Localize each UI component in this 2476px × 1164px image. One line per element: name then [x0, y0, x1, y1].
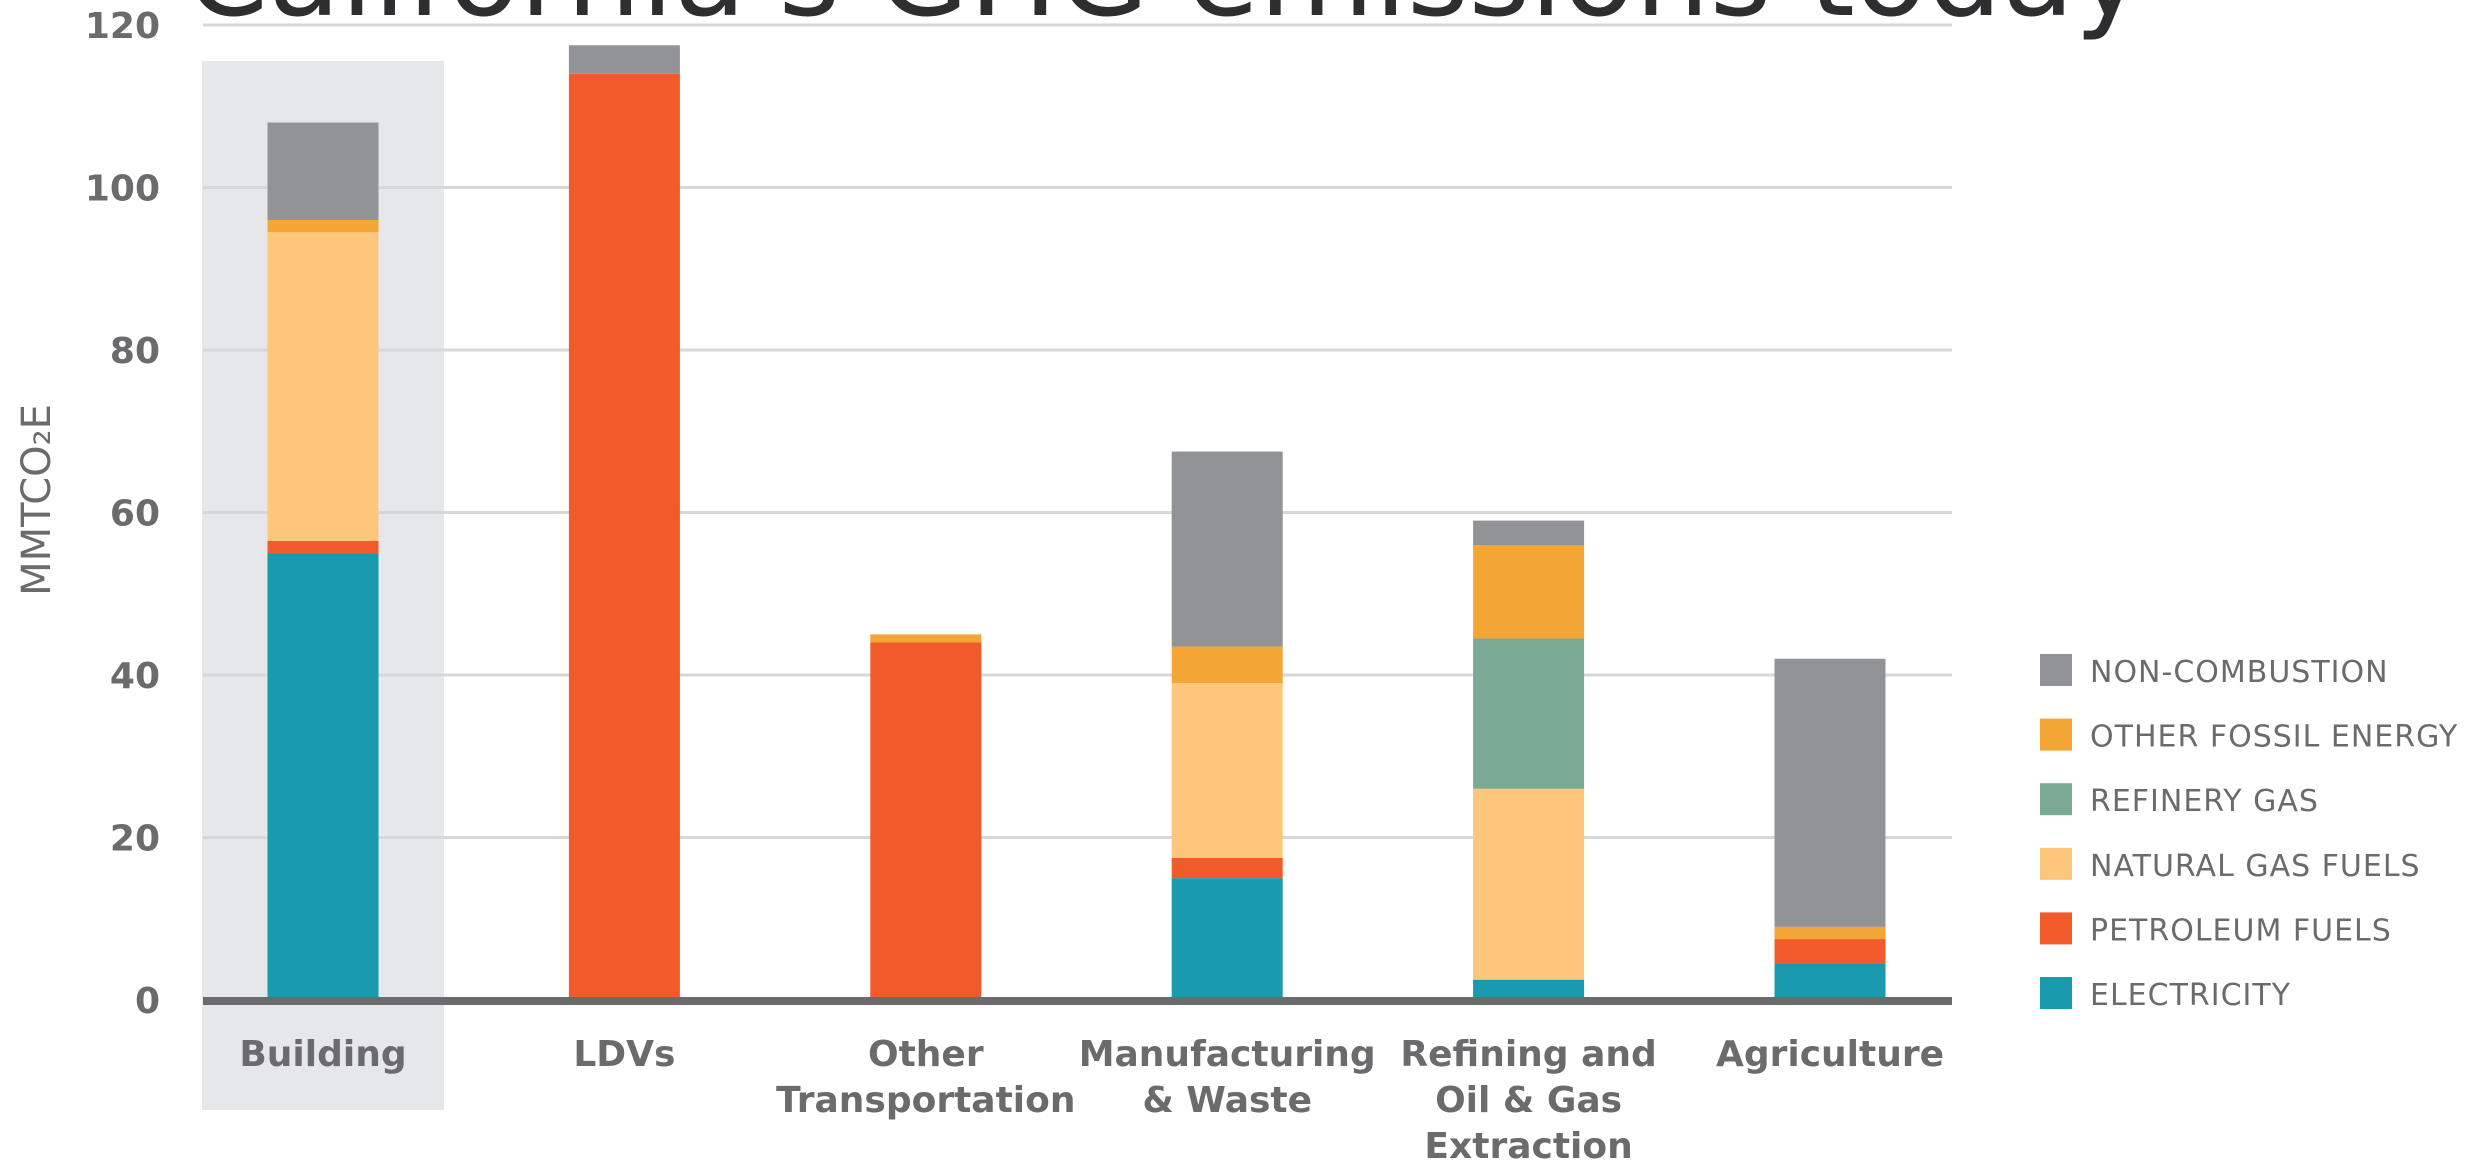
legend-swatch — [2040, 783, 2072, 816]
bar-segment-electricity — [267, 553, 379, 1000]
legend-swatch — [2040, 977, 2072, 1009]
bar-segment-natural-gas-fuels — [1171, 683, 1283, 858]
bar-segment-non-combustion — [267, 122, 379, 220]
x-axis-baseline — [203, 997, 1952, 1005]
bar-segment-other-fossil-energy — [267, 220, 379, 233]
category-label: Refining and Oil & Gas Extraction — [1400, 1034, 1656, 1164]
bar-segment-non-combustion — [1473, 520, 1585, 545]
category-label: LDVs — [573, 1034, 675, 1075]
y-tick-label: 20 — [110, 819, 160, 860]
y-tick-label: 40 — [110, 656, 160, 697]
legend-label: NATURAL GAS FUELS — [2090, 849, 2421, 884]
category-label: Other Transportation — [776, 1034, 1075, 1121]
bar-segment-electricity — [1473, 979, 1585, 1000]
y-tick-label: 100 — [85, 169, 160, 210]
category-labels: Building LDVs Other TransportationManufactu… — [239, 1034, 1944, 1164]
bar-segment-petroleum-fuels — [568, 73, 680, 1000]
legend-label: OTHER FOSSIL ENERGY — [2090, 720, 2458, 755]
bar-segment-non-combustion — [568, 45, 680, 74]
bar-segment-natural-gas-fuels — [267, 232, 379, 541]
y-tick-label: 80 — [110, 331, 160, 372]
bar-segment-other-fossil-energy — [1473, 545, 1585, 639]
legend-label: REFINERY GAS — [2090, 784, 2319, 819]
gridlines — [203, 23, 1952, 839]
category-label: Agriculture — [1716, 1034, 1944, 1075]
chart-title: California's GHG emissions today — [186, 0, 2144, 43]
legend-label: NON-COMBUSTION — [2090, 655, 2389, 690]
y-tick-labels: 0 20 40 60 80 100 120 — [85, 6, 160, 1022]
legend: NON-COMBUSTION OTHER FOSSIL ENERGY REFINER… — [2040, 654, 2458, 1013]
y-axis-label: MMTCO₂E — [14, 404, 60, 596]
legend-swatch — [2040, 654, 2072, 686]
y-tick-label: 0 — [135, 981, 160, 1022]
category-label: Manufacturing & Waste — [1079, 1034, 1376, 1121]
category-label: Building — [239, 1034, 406, 1075]
legend-swatch — [2040, 718, 2072, 751]
y-tick-label: 60 — [110, 494, 160, 535]
bar-segment-electricity — [1171, 878, 1283, 1000]
bar-segment-non-combustion — [1774, 658, 1886, 927]
legend-swatch — [2040, 847, 2072, 880]
bars — [267, 45, 1886, 1000]
bar-segment-other-fossil-energy — [1774, 926, 1886, 940]
bar-segment-petroleum-fuels — [1774, 939, 1886, 964]
bar-segment-other-fossil-energy — [1171, 646, 1283, 684]
legend-label: ELECTRICITY — [2090, 978, 2291, 1013]
legend-swatch — [2040, 912, 2072, 945]
y-tick-label: 120 — [85, 6, 160, 47]
bar-segment-electricity — [1774, 963, 1886, 1000]
legend-label: PETROLEUM FUELS — [2090, 913, 2392, 948]
bar-segment-petroleum-fuels — [1171, 857, 1283, 879]
bar-segment-other-fossil-energy — [870, 634, 982, 643]
bar-segment-petroleum-fuels — [267, 540, 379, 554]
bar-segment-natural-gas-fuels — [1473, 788, 1585, 980]
bar-segment-refinery-gas — [1473, 638, 1585, 789]
bar-segment-petroleum-fuels — [870, 642, 982, 1000]
bar-segment-non-combustion — [1171, 451, 1283, 647]
